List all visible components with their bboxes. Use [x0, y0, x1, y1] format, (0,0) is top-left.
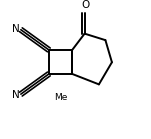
Text: Me: Me	[55, 93, 68, 102]
Text: N: N	[13, 90, 20, 100]
Text: O: O	[81, 0, 89, 10]
Text: N: N	[13, 24, 20, 34]
